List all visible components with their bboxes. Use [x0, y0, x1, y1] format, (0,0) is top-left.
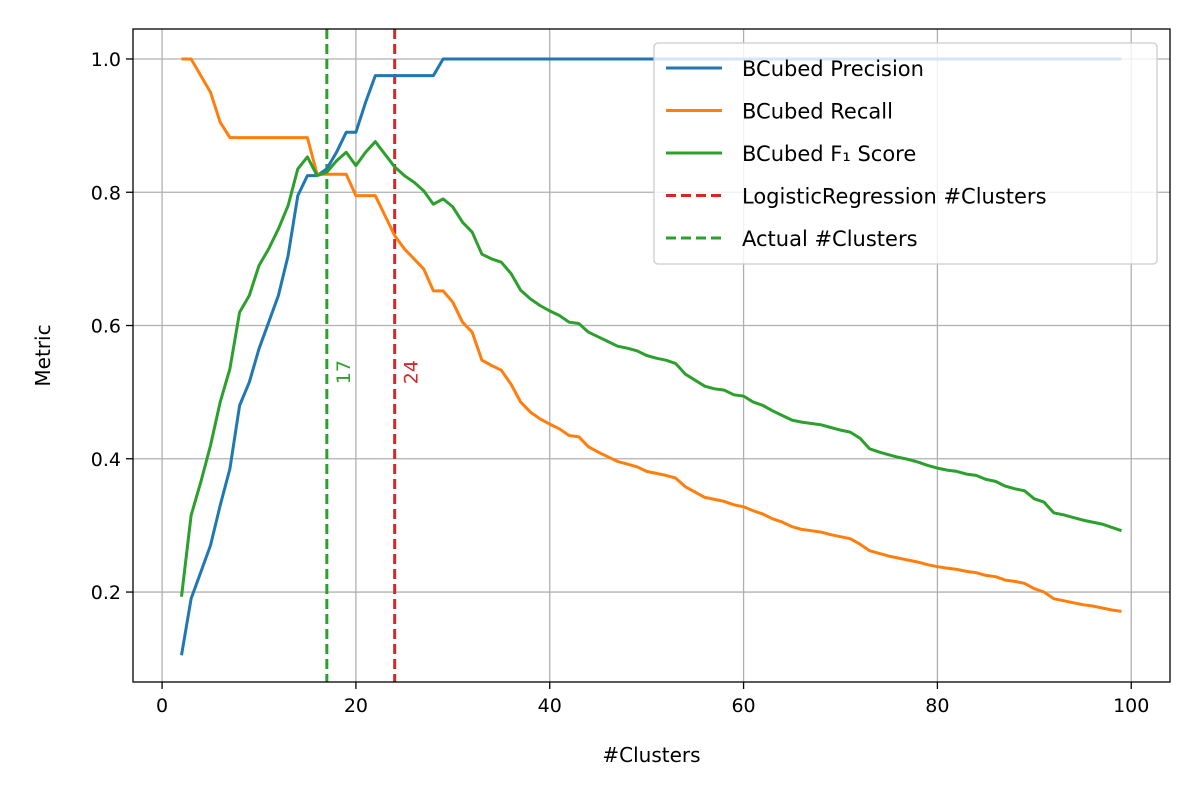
data-series — [180, 57, 1122, 656]
legend-label: BCubed F₁ Score — [742, 142, 916, 166]
series-line — [180, 57, 1122, 656]
y-tick-label: 1.0 — [91, 49, 121, 71]
series-line — [181, 57, 1122, 613]
y-tick-label: 0.6 — [91, 316, 121, 338]
legend-label: BCubed Recall — [742, 100, 893, 124]
series-line — [180, 140, 1122, 597]
legend: BCubed Precision BCubed Recall BCubed F₁ S… — [653, 42, 1158, 265]
x-tick-label: 100 — [1113, 695, 1149, 717]
x-tick-label: 20 — [344, 695, 368, 717]
legend-label: Actual #Clusters — [742, 227, 918, 251]
legend-label: LogisticRegression #Clusters — [742, 185, 1047, 209]
y-tick-label: 0.4 — [91, 449, 121, 471]
plot-area-frame — [132, 28, 1171, 683]
x-tick-label: 60 — [731, 695, 755, 717]
x-tick-label: 40 — [538, 695, 562, 717]
x-tick-label: 80 — [925, 695, 949, 717]
vertical-line-label: 24 — [401, 360, 423, 384]
x-tick-label: 0 — [156, 695, 168, 717]
y-axis-label: Metric — [31, 324, 55, 386]
y-tick-label: 0.2 — [91, 582, 121, 604]
vertical-reference-lines: 24 17 — [325, 29, 423, 682]
vertical-line-label: 17 — [333, 360, 355, 384]
y-tick-label: 0.8 — [91, 182, 121, 204]
legend-box — [653, 42, 1158, 265]
x-axis-label: #Clusters — [602, 743, 700, 767]
axis-ticks: 0 20 40 60 80 100 0.2 0.4 0.6 0.8 1.0 — [91, 49, 1150, 717]
legend-label: BCubed Precision — [742, 57, 924, 81]
